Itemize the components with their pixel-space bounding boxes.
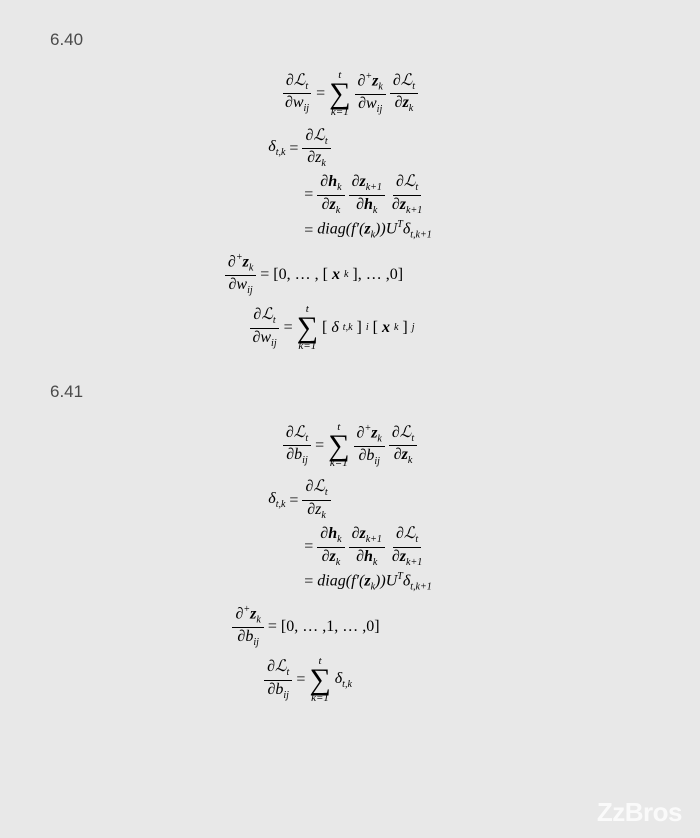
equation-641-3: ∂+zk∂bij = [0, … ,1, … ,0] bbox=[50, 605, 650, 649]
equation-640-4: ∂ℒt∂wij = t∑k=1 [δt,k]i[xk]j bbox=[50, 304, 650, 352]
equation-641-1: ∂ℒt∂bij = t∑k=1 ∂+zk∂bij ∂ℒt∂zk bbox=[50, 422, 650, 470]
watermark-text: ZzBros bbox=[597, 797, 682, 828]
section-label-640: 6.40 bbox=[50, 30, 650, 50]
equation-641-4: ∂ℒt∂bij = t∑k=1 δt,k bbox=[50, 656, 650, 704]
equation-640-1: ∂ℒt∂wij = t∑k=1 ∂+zk∂wij ∂ℒt∂zk bbox=[50, 70, 650, 118]
equation-640-2: δt,k = ∂ℒt∂zk = ∂hk∂zk ∂zk+1∂hk ∂ℒt∂zk+1… bbox=[50, 124, 650, 245]
equation-641-2: δt,k = ∂ℒt∂zk = ∂hk∂zk ∂zk+1∂hk ∂ℒt∂zk+1… bbox=[50, 475, 650, 596]
document-page: 6.40 ∂ℒt∂wij = t∑k=1 ∂+zk∂wij ∂ℒt∂zk δt,… bbox=[0, 0, 700, 740]
section-label-641: 6.41 bbox=[50, 382, 650, 402]
equation-640-3: ∂+zk∂wij = [0, … , [xk], … ,0] bbox=[50, 253, 650, 297]
